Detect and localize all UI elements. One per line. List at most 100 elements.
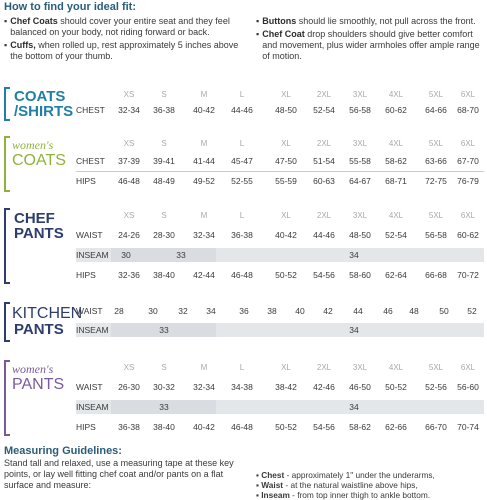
measurement-cell: 46-50	[349, 382, 371, 392]
measurement-cell: 68-70	[457, 105, 479, 115]
section-bracket	[4, 136, 10, 192]
measurement-cell: 70-72	[457, 270, 479, 280]
measurement-cell: 41-44	[193, 156, 215, 166]
measurement-cell: 50-52	[385, 382, 407, 392]
row-label: CHEST	[76, 156, 105, 166]
measuring-guidelines-title: Measuring Guidelines:	[4, 445, 122, 457]
size-label: L	[239, 139, 245, 148]
measurement-cell: 55-58	[349, 156, 371, 166]
measurement-cell: 46-48	[118, 176, 140, 186]
row-label: CHEST	[76, 105, 105, 115]
size-label: 4XL	[388, 363, 404, 372]
size-label: XS	[123, 139, 135, 148]
size-label: 2XL	[316, 139, 332, 148]
section-label-line1: COATS	[14, 88, 66, 105]
section-label-line1: KITCHEN	[12, 305, 83, 322]
inseam-value: 34	[349, 250, 359, 260]
size-label: 2XL	[316, 211, 332, 220]
measurement-cell: 60-63	[313, 176, 335, 186]
measurement-cell: 44-46	[313, 230, 335, 240]
measurement-cell: 38-40	[153, 422, 175, 432]
size-label: S	[161, 139, 167, 148]
inseam-row: INSEAM 30 33 34	[4, 248, 484, 262]
measurement-cell: 56-58	[349, 105, 371, 115]
size-header-row: XS S M L XL 2XL 3XL 4XL 5XL 6XL	[4, 88, 484, 102]
size-label: M	[200, 211, 208, 220]
size-label: XS	[123, 211, 135, 220]
waist-row: WAIST 24-26 28-30 32-34 36-38 40-42 44-46 48-50…	[4, 228, 484, 242]
measurement-cell: 39-41	[153, 156, 175, 166]
inseam-value: 33	[176, 250, 186, 260]
measurement-cell: 26-30	[118, 382, 140, 392]
measurement-cell: 52-54	[313, 105, 335, 115]
size-label: 6XL	[460, 139, 476, 148]
size-header-row: XS S M L XL 2XL 3XL 4XL 5XL 6XL	[4, 209, 484, 223]
inseam-value: 33	[159, 402, 169, 412]
measurement-cell: 67-70	[457, 156, 479, 166]
size-label: 2XL	[316, 363, 332, 372]
measurement-cell: 66-70	[425, 422, 447, 432]
measurement-cell: 36-38	[118, 422, 140, 432]
measurement-cell: 58-62	[385, 156, 407, 166]
measurement-cell: 36-38	[231, 230, 253, 240]
measurement-cell: 48-49	[153, 176, 175, 186]
size-label: 5XL	[428, 139, 444, 148]
measurement-cell: 37-39	[118, 156, 140, 166]
measurement-cell: 50	[439, 306, 449, 316]
measurement-cell: 30	[148, 306, 158, 316]
measurement-cell: 62-66	[385, 422, 407, 432]
measurement-cell: 70-74	[457, 422, 479, 432]
size-label: 3XL	[352, 363, 368, 372]
measure-chest: ▪ Chest - approximately 1" under the und…	[256, 470, 435, 480]
measurement-cell: 63-66	[425, 156, 447, 166]
section-label-line2: COATS	[12, 152, 66, 169]
size-label: 6XL	[460, 90, 476, 99]
measurement-cell: 24-26	[118, 230, 140, 240]
measurement-cell: 48-50	[275, 105, 297, 115]
inseam-row: INSEAM 33 34	[4, 323, 484, 337]
section-label-line1: women's	[12, 362, 54, 376]
inseam-label: INSEAM	[76, 325, 109, 335]
measurement-cell: 44-46	[231, 105, 253, 115]
size-label: L	[239, 363, 245, 372]
measurement-cell: 64-67	[349, 176, 371, 186]
measurement-cell: 36	[239, 306, 249, 316]
section-bracket	[4, 360, 10, 436]
size-label: 3XL	[352, 90, 368, 99]
section-bracket	[4, 302, 10, 342]
section-label-line2: /SHIRTS	[14, 103, 74, 120]
measurement-cell: 36-38	[153, 105, 175, 115]
inseam-value: 30	[121, 250, 131, 260]
measurement-cell: 58-60	[349, 270, 371, 280]
measurement-cell: 51-54	[313, 156, 335, 166]
measurement-cell: 68-71	[385, 176, 407, 186]
size-label: 5XL	[428, 211, 444, 220]
measurement-cell: 40	[295, 306, 305, 316]
measurement-cell: 34-38	[231, 382, 253, 392]
chest-row: CHEST 37-39 39-41 41-44 45-47 47-50 51-54 55-58…	[4, 154, 484, 168]
size-label: M	[200, 139, 208, 148]
measurement-cell: 32	[178, 306, 188, 316]
measurement-cell: 32-34	[193, 382, 215, 392]
row-label: HIPS	[76, 270, 96, 280]
size-label: 2XL	[316, 90, 332, 99]
tip-cuffs: ▪ Cuffs, when rolled up, rest approximate…	[4, 40, 239, 61]
measurement-cell: 38-42	[275, 382, 297, 392]
hips-row: HIPS 46-48 48-49 49-52 52-55 55-59 60-63 64-67 6…	[4, 174, 484, 188]
row-label: WAIST	[76, 382, 103, 392]
chest-row: CHEST 32-34 36-38 40-42 44-46 48-50 52-54 56-58…	[4, 103, 484, 117]
measuring-points-list: ▪ Chest - approximately 1" under the und…	[256, 470, 486, 500]
measurement-cell: 55-59	[275, 176, 297, 186]
measurement-cell: 32-34	[118, 105, 140, 115]
measurement-cell: 28-30	[153, 230, 175, 240]
size-label: 3XL	[352, 139, 368, 148]
measurement-cell: 52-56	[425, 382, 447, 392]
measurement-cell: 66-68	[425, 270, 447, 280]
womens-pants-section: women's PANTS XS S M L XL 2XL 3XL 4XL 5XL 6XL WAI…	[4, 360, 484, 436]
hips-row: HIPS 36-38 38-40 40-42 46-48 50-52 54-56 58-62 6…	[4, 420, 484, 434]
waist-row: WAIST 28 30 32 34 36 38 40 42 44 46 48 50 52	[4, 304, 484, 318]
inseam-label: INSEAM	[76, 402, 109, 412]
size-label: S	[161, 211, 167, 220]
measurement-cell: 60-62	[457, 230, 479, 240]
measurement-cell: 40-42	[193, 422, 215, 432]
